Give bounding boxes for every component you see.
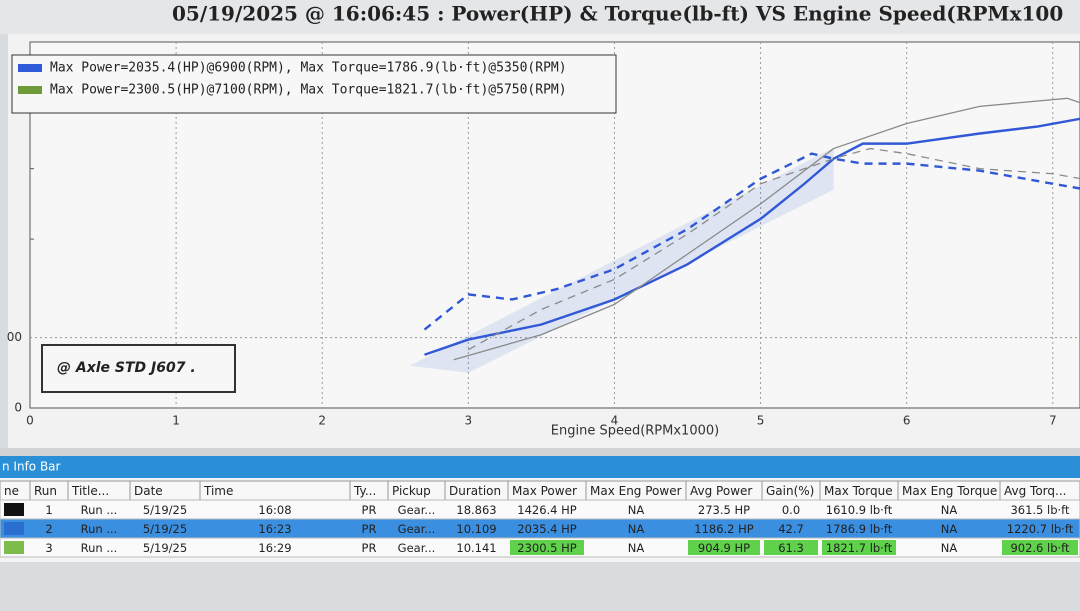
info-bar [0, 456, 1080, 478]
column-header: Avg Torq... [1004, 484, 1066, 498]
table-cell: 42.7 [778, 522, 804, 536]
column-header: Run [34, 484, 57, 498]
column-header: Max Power [512, 484, 577, 498]
legend-swatch [18, 64, 42, 72]
annotation: @ Axle STD J607 . [57, 360, 196, 376]
column-header: Max Torque [824, 484, 893, 498]
table-cell: 61.3 [778, 541, 804, 555]
info-bar-title: n Info Bar [2, 460, 61, 474]
table-cell: 904.9 HP [698, 541, 750, 555]
table-cell: Run ... [81, 541, 118, 555]
column-header: Gain(%) [766, 484, 814, 498]
table-cell: NA [628, 541, 645, 555]
table-cell: 1 [45, 503, 52, 517]
table-cell: 0.0 [782, 503, 800, 517]
x-tick-label: 1 [172, 414, 180, 428]
column-header: Time [203, 484, 233, 498]
column-header: Avg Power [690, 484, 752, 498]
column-header: Duration [449, 484, 501, 498]
table-cell: 3 [45, 541, 52, 555]
y-tick-label: 00 [7, 330, 22, 344]
table-cell: 5/19/25 [143, 503, 187, 517]
table-cell: 1426.4 HP [517, 503, 577, 517]
table-cell: 10.141 [456, 541, 496, 555]
run-color [4, 503, 24, 516]
run-color [4, 541, 24, 554]
table-cell: PR [362, 522, 377, 536]
table-cell: NA [941, 522, 958, 536]
window-title: 05/19/2025 @ 16:06:45 : Power(HP) & Torq… [172, 2, 1063, 26]
column-header: Title... [71, 484, 109, 498]
table-cell: PR [362, 503, 377, 517]
legend-text: Max Power=2035.4(HP)@6900(RPM), Max Torq… [50, 61, 567, 76]
x-tick-label: 2 [318, 414, 326, 428]
x-tick-label: 6 [903, 414, 911, 428]
x-axis-label: Engine Speed(RPMx1000) [551, 424, 719, 439]
table-cell: 10.109 [456, 522, 496, 536]
table-cell: Run ... [81, 503, 118, 517]
table-cell: 902.6 lb·ft [1010, 541, 1070, 555]
table-cell: 16:29 [258, 541, 291, 555]
table-cell: 1786.9 lb·ft [826, 522, 893, 536]
y-tick-label: 0 [14, 401, 22, 415]
table-cell: 18.863 [456, 503, 496, 517]
column-header: Max Eng Torque [902, 484, 997, 498]
table-cell: NA [941, 503, 958, 517]
legend-swatch [18, 86, 42, 94]
table-cell: 2300.5 HP [517, 541, 577, 555]
table-cell: 16:08 [258, 503, 291, 517]
column-header: ne [4, 484, 19, 498]
x-tick-label: 7 [1049, 414, 1057, 428]
run-color [4, 522, 24, 535]
table-cell: 2035.4 HP [517, 522, 577, 536]
column-header: Pickup [392, 484, 431, 498]
x-tick-label: 5 [757, 414, 765, 428]
column-header: Max Eng Power [590, 484, 682, 498]
table-cell: NA [941, 541, 958, 555]
table-cell: 5/19/25 [143, 541, 187, 555]
table-cell: 1220.7 lb·ft [1007, 522, 1074, 536]
table-cell: 1610.9 lb·ft [826, 503, 893, 517]
table-grid: ne Run Title... Date Time Ty... Pickup Duration… [0, 481, 1080, 557]
table-cell: 2 [45, 522, 52, 536]
table-cell: NA [628, 522, 645, 536]
table-cell: 5/19/25 [143, 522, 187, 536]
x-tick-label: 0 [26, 414, 34, 428]
column-header: Ty... [353, 484, 376, 498]
table-cell: PR [362, 541, 377, 555]
table-cell: 16:23 [258, 522, 291, 536]
table-cell: 273.5 HP [698, 503, 750, 517]
table-cell: Gear... [398, 503, 436, 517]
legend-text: Max Power=2300.5(HP)@7100(RPM), Max Torq… [50, 83, 567, 98]
column-header: Date [134, 484, 163, 498]
table-cell: 1821.7 lb·ft [826, 541, 893, 555]
table-cell: Run ... [81, 522, 118, 536]
table-cell: Gear... [398, 522, 436, 536]
table-cell: 361.5 lb·ft [1010, 503, 1070, 517]
table-cell: NA [628, 503, 645, 517]
table-cell: 1186.2 HP [694, 522, 754, 536]
table-cell: Gear... [398, 541, 436, 555]
x-tick-label: 3 [465, 414, 473, 428]
